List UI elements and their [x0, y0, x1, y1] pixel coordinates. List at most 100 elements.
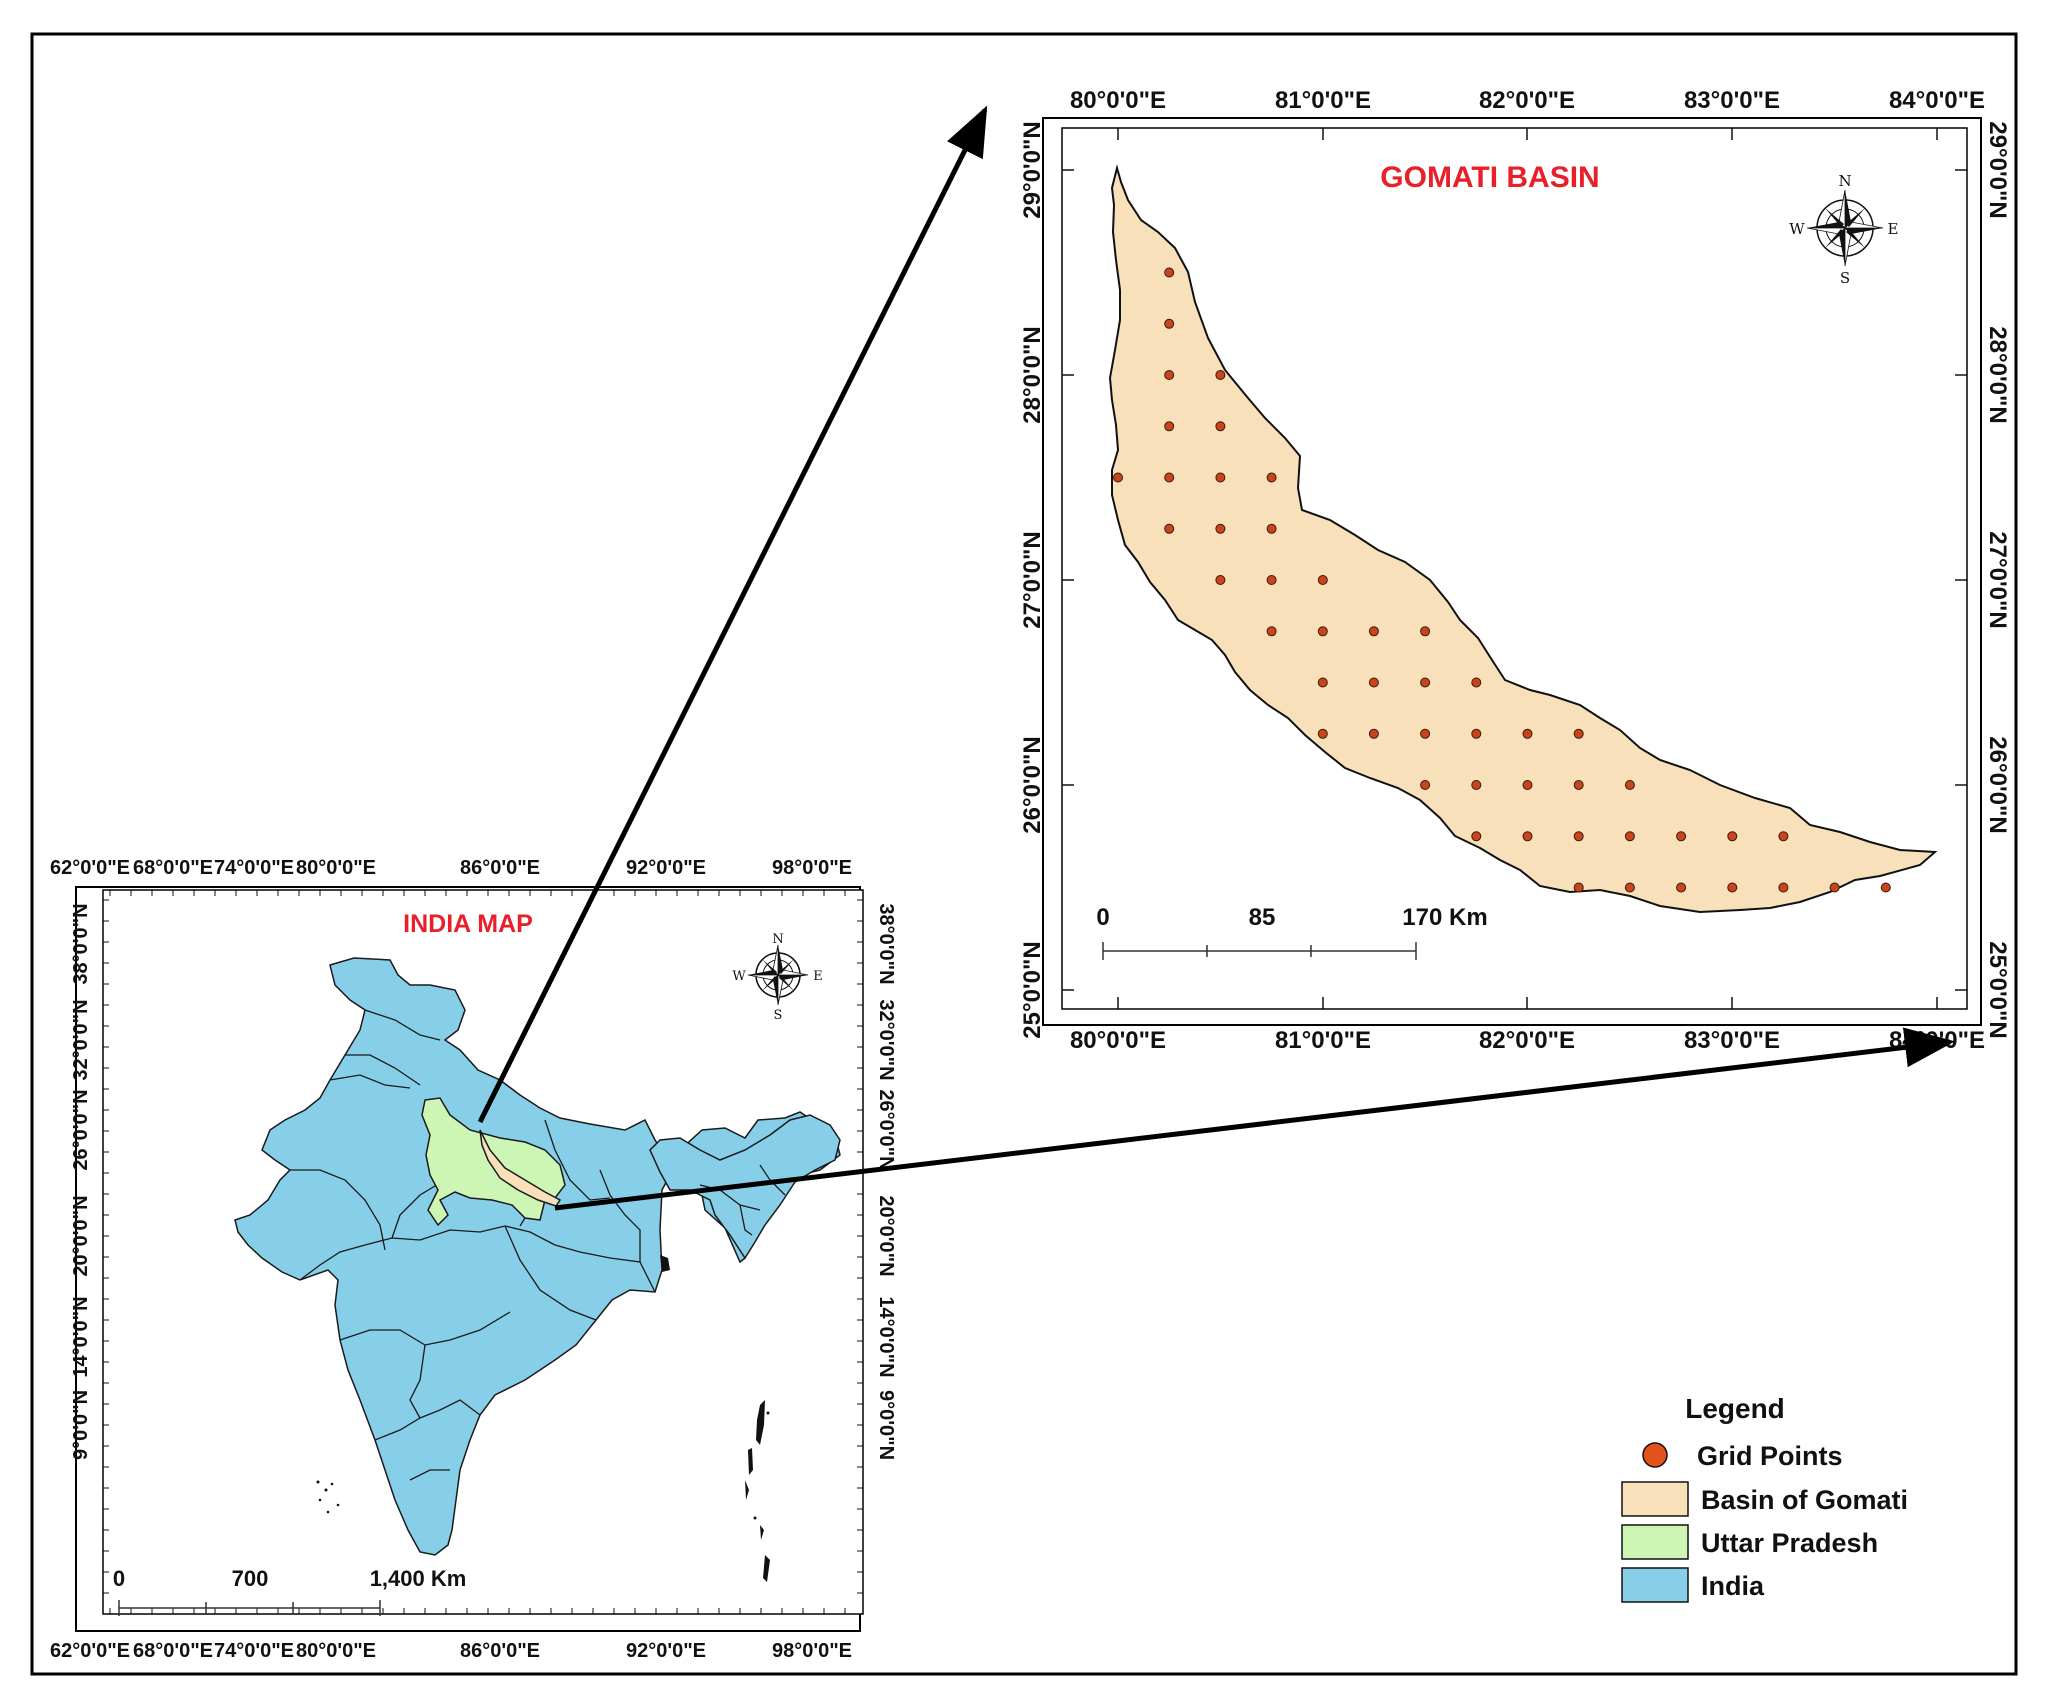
india-lon-label-top: 98°0'0"E	[772, 857, 852, 879]
india-lat-label-right: 32°0'0"N	[875, 999, 897, 1080]
basin-lon-label-top: 81°0'0"E	[1275, 87, 1371, 114]
india-lat-labels-right: 38°0'0"N 32°0'0"N 26°0'0"N 20°0'0"N 14°0'0"N…	[875, 903, 897, 1460]
grid-point	[1778, 831, 1789, 842]
basin-lat-label-left: 29°0'0"N	[1019, 121, 1046, 218]
grid-point	[1164, 472, 1175, 483]
india-lon-labels-bottom: 62°0'0"E 68°0'0"E 74°0'0"E 80°0'0"E 86°0'0"E…	[50, 1640, 852, 1662]
india-lon-label-bottom: 80°0'0"E	[296, 1640, 376, 1662]
basin-lat-label-right: 27°0'0"N	[1984, 531, 2011, 628]
lakshadweep-islands	[316, 1480, 340, 1514]
grid-point	[1624, 882, 1635, 893]
india-lat-label-right: 20°0'0"N	[875, 1195, 897, 1276]
grid-point	[1368, 728, 1379, 739]
grid-point	[1573, 780, 1584, 790]
basin-scale-label-85: 85	[1249, 904, 1276, 931]
legend-title: Legend	[1685, 1393, 1785, 1424]
grid-point	[1420, 626, 1431, 637]
basin-map-outer-border	[1042, 117, 1982, 1026]
grid-point	[1317, 575, 1328, 585]
grid-point	[1522, 780, 1533, 790]
india-lat-label-left: 26°0'0"N	[70, 1089, 92, 1170]
compass-s: S	[1840, 269, 1850, 287]
grid-point	[1164, 421, 1175, 432]
grid-point	[1215, 523, 1226, 534]
india-lat-label-right: 38°0'0"N	[875, 903, 897, 984]
grid-point	[1624, 780, 1635, 790]
legend-label-grid-points: Grid Points	[1697, 1441, 1843, 1471]
legend-grid-point-icon	[1642, 1442, 1668, 1468]
india-lat-label-left: 9°0'0"N	[70, 1390, 92, 1460]
grid-point	[1778, 882, 1789, 893]
grid-point	[1522, 831, 1533, 842]
basin-lon-label-bottom: 83°0'0"E	[1684, 1027, 1780, 1054]
grid-point	[1266, 472, 1277, 483]
india-lon-label-top: 68°0'0"E	[133, 857, 213, 879]
grid-point	[1266, 523, 1277, 534]
india-landmass	[234, 957, 841, 1582]
grid-point	[1215, 575, 1226, 585]
state-boundaries	[290, 1009, 786, 1481]
basin-lat-labels-right: 29°0'0"N 28°0'0"N 27°0'0"N 26°0'0"N 25°0'0"N	[1984, 121, 2011, 1038]
basin-lat-label-right: 29°0'0"N	[1984, 121, 2011, 218]
basin-lon-label-top: 80°0'0"E	[1070, 87, 1166, 114]
grid-point	[1727, 882, 1738, 893]
grid-point	[1266, 626, 1277, 637]
india-outline	[234, 957, 841, 1556]
outer-frame	[30, 32, 2018, 1676]
india-compass-icon: N S E W	[732, 932, 822, 1023]
india-lon-labels-top: 62°0'0"E 68°0'0"E 74°0'0"E 80°0'0"E 86°0'0"E…	[50, 857, 852, 879]
india-lon-label-bottom: 62°0'0"E	[50, 1640, 130, 1662]
india-lat-label-left: 20°0'0"N	[70, 1195, 92, 1276]
basin-lat-label-right: 28°0'0"N	[1984, 326, 2011, 423]
india-lon-label-bottom: 98°0'0"E	[772, 1640, 852, 1662]
grid-point	[1215, 370, 1226, 380]
grid-point	[1317, 626, 1328, 637]
legend: Legend Grid Points Basin of Gomati Uttar…	[1621, 1393, 1908, 1603]
grid-points-layer	[1113, 267, 1891, 893]
andaman-nicobar-islands	[745, 1400, 770, 1582]
basin-lat-label-left: 26°0'0"N	[1019, 736, 1046, 833]
india-lon-label-bottom: 86°0'0"E	[460, 1640, 540, 1662]
sundarban-delta	[660, 1255, 670, 1272]
grid-point	[1471, 728, 1482, 739]
compass-e: E	[813, 969, 823, 984]
basin-lat-label-left: 25°0'0"N	[1019, 941, 1046, 1038]
basin-scale-bar: 0 85 170 Km	[1096, 904, 1488, 960]
india-lat-label-left: 32°0'0"N	[70, 999, 92, 1080]
grid-point	[1471, 780, 1482, 790]
grid-point	[1471, 677, 1482, 688]
basin-compass-icon: N S E W	[1789, 172, 1898, 287]
basin-lon-label-bottom: 80°0'0"E	[1070, 1027, 1166, 1054]
grid-point	[1573, 728, 1584, 739]
india-scale-label-700: 700	[232, 1566, 269, 1591]
grid-point	[1573, 831, 1584, 842]
legend-label-uttar-pradesh: Uttar Pradesh	[1701, 1528, 1878, 1558]
india-lon-label-top: 92°0'0"E	[626, 857, 706, 879]
basin-lon-labels-bottom: 80°0'0"E 81°0'0"E 82°0'0"E 83°0'0"E 84°0'0"E	[1070, 1027, 1985, 1054]
grid-point	[1727, 831, 1738, 842]
arrow-to-basin-bottom	[554, 1027, 1955, 1211]
grid-point	[1420, 677, 1431, 688]
india-lon-label-top: 62°0'0"E	[50, 857, 130, 879]
legend-swatch-india	[1621, 1567, 1689, 1603]
legend-label-basin: Basin of Gomati	[1701, 1485, 1908, 1515]
grid-point	[1676, 831, 1687, 842]
india-map-title: INDIA MAP	[403, 910, 533, 938]
compass-n: N	[772, 932, 783, 947]
compass-n: N	[1838, 172, 1851, 190]
grid-point	[1266, 575, 1277, 585]
basin-lon-labels-top: 80°0'0"E 81°0'0"E 82°0'0"E 83°0'0"E 84°0'0"E	[1070, 87, 1985, 114]
grid-point	[1215, 472, 1226, 483]
basin-lon-label-top: 84°0'0"E	[1889, 87, 1985, 114]
grid-point	[1113, 472, 1123, 483]
grid-point	[1215, 421, 1226, 432]
legend-swatch-uttar-pradesh	[1621, 1524, 1689, 1560]
grid-point	[1471, 831, 1482, 842]
grid-point	[1317, 728, 1328, 739]
india-lon-label-bottom: 92°0'0"E	[626, 1640, 706, 1662]
basin-scale-label-170: 170 Km	[1402, 904, 1487, 931]
grid-point	[1164, 370, 1175, 380]
grid-point	[1573, 882, 1584, 893]
india-lat-label-right: 9°0'0"N	[875, 1390, 897, 1460]
